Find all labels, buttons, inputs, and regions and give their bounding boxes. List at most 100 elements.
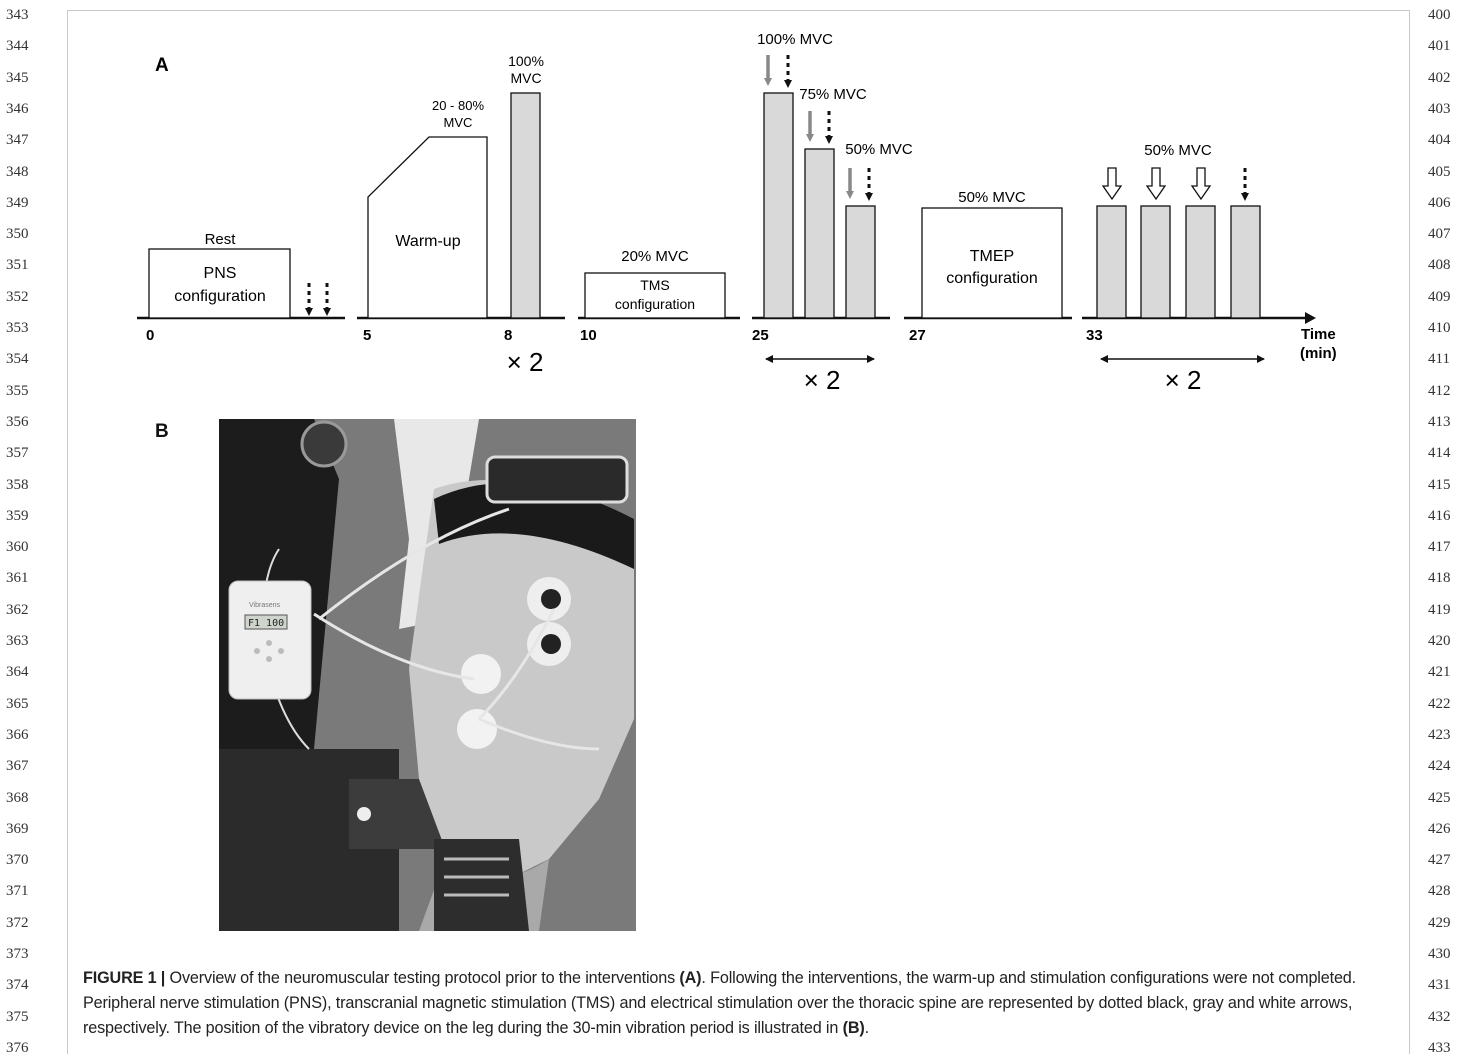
right-line-number: 411 bbox=[1428, 351, 1450, 368]
left-line-number: 366 bbox=[6, 726, 29, 743]
right-line-number: 430 bbox=[1428, 946, 1451, 962]
pns-configuration-box bbox=[148, 248, 291, 319]
right-line-number: 423 bbox=[1428, 726, 1451, 743]
tick-27: 27 bbox=[909, 327, 926, 344]
left-line-number: 358 bbox=[6, 476, 29, 493]
right-line-number: 418 bbox=[1428, 570, 1451, 587]
tmep-label: 50% MVC bbox=[958, 189, 1026, 206]
left-line-number: 374 bbox=[6, 977, 29, 994]
tms-segment: 20% MVC TMS configuration bbox=[584, 248, 726, 319]
right-line-number: 406 bbox=[1428, 194, 1451, 211]
right-line-number: 419 bbox=[1428, 601, 1451, 618]
graded-100-label: 100% MVC bbox=[757, 31, 833, 48]
tmep-box-line1: TMEP bbox=[970, 248, 1014, 265]
left-line-number: 347 bbox=[6, 132, 29, 149]
right-line-number: 405 bbox=[1428, 163, 1451, 180]
tms-configuration-box bbox=[584, 272, 726, 319]
final-bar-1 bbox=[1096, 205, 1127, 319]
pns-box-line1: PNS bbox=[204, 265, 237, 282]
right-line-number: 424 bbox=[1428, 758, 1451, 775]
tick-25: 25 bbox=[752, 327, 769, 344]
right-line-number: 431 bbox=[1428, 977, 1451, 994]
left-line-number: 343 bbox=[6, 7, 29, 23]
left-line-number: 346 bbox=[6, 100, 29, 117]
left-line-number: 370 bbox=[6, 852, 29, 869]
mvc100-label-line2: MVC bbox=[510, 70, 541, 86]
left-line-number: 345 bbox=[6, 69, 29, 86]
figure-caption: FIGURE 1 | Overview of the neuromuscular… bbox=[83, 966, 1393, 1041]
tmep-segment: 50% MVC TMEP configuration bbox=[921, 189, 1063, 319]
right-line-number: 422 bbox=[1428, 695, 1451, 712]
thoracic-arrow-2 bbox=[1145, 167, 1167, 201]
right-line-number: 416 bbox=[1428, 507, 1451, 524]
right-line-number: 403 bbox=[1428, 100, 1451, 117]
left-line-number: 363 bbox=[6, 633, 29, 649]
left-line-number: 352 bbox=[6, 288, 29, 305]
tick-33: 33 bbox=[1086, 327, 1103, 344]
left-line-number: 367 bbox=[6, 758, 29, 775]
tms-box-line2: configuration bbox=[615, 296, 695, 312]
tick-0: 0 bbox=[146, 327, 154, 344]
left-line-number: 356 bbox=[6, 413, 29, 430]
mvc100-label-line1: 100% bbox=[508, 53, 544, 69]
warmup-label-line2: MVC bbox=[444, 115, 473, 130]
right-line-number: 414 bbox=[1428, 445, 1451, 462]
left-line-number: 360 bbox=[6, 539, 29, 556]
warmup-label-line1: 20 - 80% bbox=[432, 98, 484, 113]
caption-text-2: . Following the interventions, the warm-… bbox=[83, 969, 1357, 1037]
pns-box-line2: configuration bbox=[174, 288, 266, 305]
axis-title-unit: (min) bbox=[1300, 345, 1337, 362]
left-line-number: 375 bbox=[6, 1008, 29, 1025]
right-line-number: 420 bbox=[1428, 633, 1451, 649]
right-line-number: 413 bbox=[1428, 413, 1451, 430]
mvc100-repeat: × 2 bbox=[507, 347, 544, 377]
graded-repeat: × 2 bbox=[804, 365, 841, 395]
thoracic-arrow-3 bbox=[1190, 167, 1212, 201]
right-line-number: 410 bbox=[1428, 320, 1451, 336]
caption-text-3: . bbox=[864, 1019, 870, 1037]
tms-label: 20% MVC bbox=[621, 248, 689, 265]
mvc100-bar bbox=[510, 92, 541, 319]
warmup-box-label: Warm-up bbox=[395, 233, 460, 250]
mvc100-segment: 100% MVC × 2 bbox=[507, 53, 544, 377]
left-line-number: 349 bbox=[6, 194, 29, 211]
right-line-number: 433 bbox=[1428, 1039, 1451, 1056]
right-line-number: 429 bbox=[1428, 914, 1451, 931]
graded-mvc-segment: 100% MVC 75% MVC 50% MVC × 2 bbox=[757, 31, 913, 395]
right-line-number: 432 bbox=[1428, 1008, 1451, 1025]
left-line-number: 344 bbox=[6, 38, 29, 55]
left-line-number: 361 bbox=[6, 570, 29, 587]
right-line-number: 412 bbox=[1428, 382, 1451, 399]
panel-b-label-text: B bbox=[155, 421, 169, 442]
right-line-number: 407 bbox=[1428, 226, 1451, 243]
graded-75-bar bbox=[804, 148, 835, 319]
left-line-number: 376 bbox=[6, 1039, 29, 1056]
tick-10: 10 bbox=[580, 327, 597, 344]
axis-title-time: Time bbox=[1301, 326, 1336, 343]
final-mvc-segment: 50% MVC × 2 bbox=[1096, 142, 1265, 395]
right-line-number: 404 bbox=[1428, 132, 1451, 149]
graded-50-label: 50% MVC bbox=[845, 141, 913, 158]
caption-ref-b: (B) bbox=[842, 1019, 865, 1037]
left-line-number: 350 bbox=[6, 226, 29, 243]
tick-8: 8 bbox=[504, 327, 512, 344]
left-line-number: 373 bbox=[6, 946, 29, 962]
right-line-number: 408 bbox=[1428, 257, 1451, 274]
final-repeat: × 2 bbox=[1165, 365, 1202, 395]
final-label: 50% MVC bbox=[1144, 142, 1212, 159]
right-line-number: 417 bbox=[1428, 539, 1451, 556]
left-line-number: 348 bbox=[6, 163, 29, 180]
vibration-device-photo: F1 100 Vibrasens bbox=[219, 419, 636, 931]
right-line-number: 400 bbox=[1428, 7, 1451, 23]
graded-50-bar bbox=[845, 205, 876, 319]
left-line-number: 359 bbox=[6, 507, 29, 524]
warmup-segment: 20 - 80% MVC Warm-up bbox=[367, 98, 488, 319]
caption-ref-a: (A) bbox=[679, 969, 702, 987]
left-line-number: 368 bbox=[6, 789, 29, 806]
final-bar-3 bbox=[1185, 205, 1216, 319]
left-line-number: 371 bbox=[6, 883, 29, 900]
left-line-number: 351 bbox=[6, 257, 29, 274]
tick-5: 5 bbox=[363, 327, 371, 344]
right-line-number: 415 bbox=[1428, 476, 1451, 493]
right-line-number: 426 bbox=[1428, 820, 1451, 837]
